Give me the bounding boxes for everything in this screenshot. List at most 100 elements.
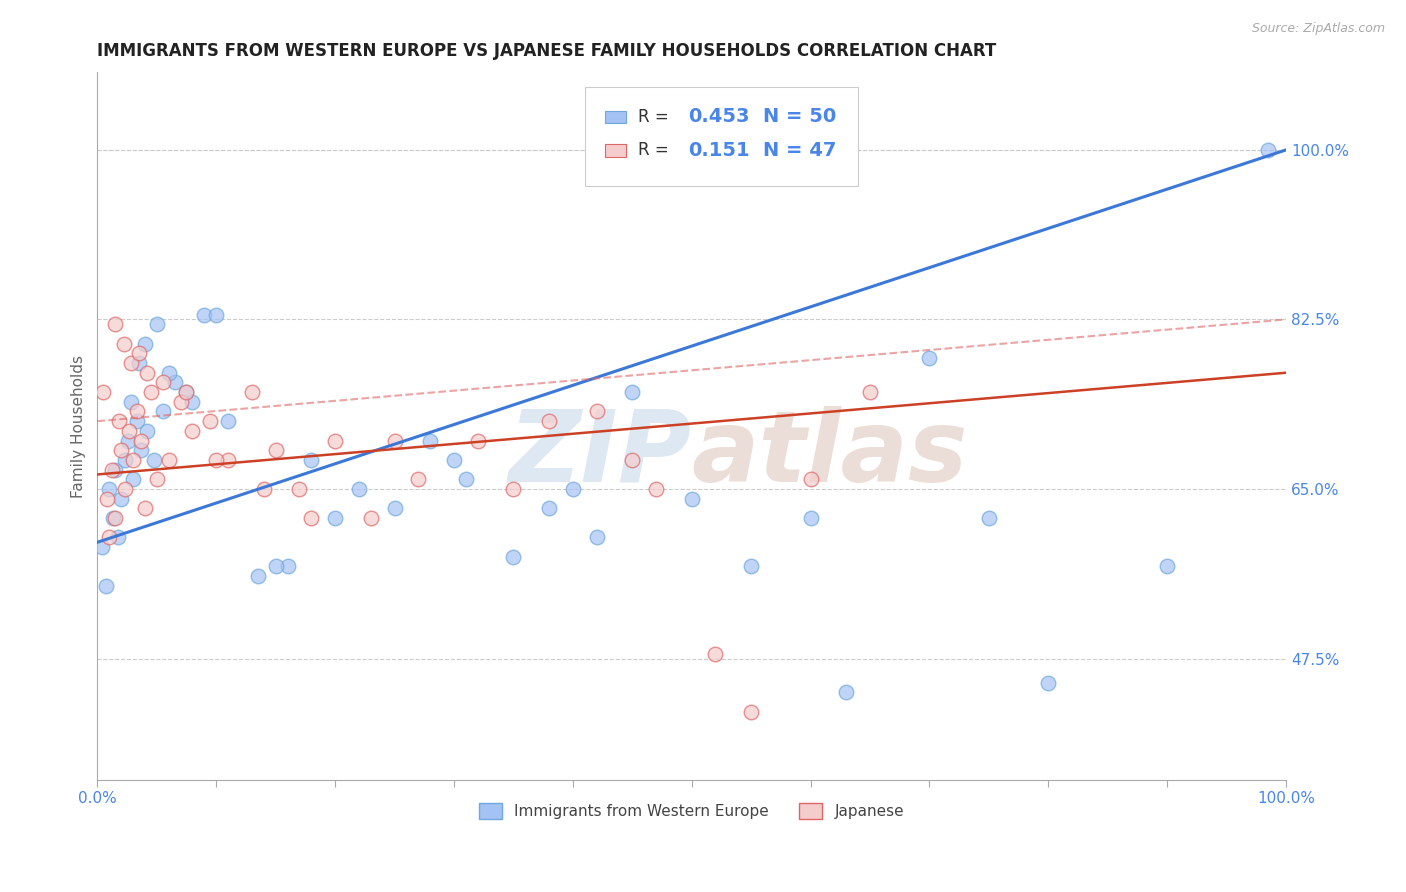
Point [323, 434, 346, 448]
Point [621, 453, 644, 467]
Point [112, 336, 135, 351]
Point [134, 336, 156, 351]
Text: R =: R = [638, 141, 679, 159]
Point [277, 559, 299, 574]
Point [114, 482, 136, 496]
Point [110, 443, 132, 458]
Point [1156, 559, 1178, 574]
Point [139, 385, 162, 400]
Point [193, 308, 215, 322]
Point [122, 472, 145, 486]
Point [585, 530, 607, 544]
Point [740, 705, 762, 719]
Point [217, 414, 239, 428]
Point [181, 424, 204, 438]
Point [645, 482, 668, 496]
Point [835, 685, 858, 699]
Point [157, 453, 180, 467]
Point [323, 511, 346, 525]
Point [100, 462, 122, 476]
Point [537, 501, 560, 516]
Point [977, 511, 1000, 525]
Point [205, 308, 228, 322]
Point [176, 385, 198, 400]
Point [1038, 675, 1060, 690]
Point [120, 356, 142, 370]
Point [152, 376, 174, 390]
Point [107, 530, 129, 544]
Point [704, 647, 727, 661]
Point [176, 385, 198, 400]
Point [419, 434, 441, 448]
FancyBboxPatch shape [585, 87, 858, 186]
Point [107, 414, 129, 428]
Point [467, 434, 489, 448]
Text: Source: ZipAtlas.com: Source: ZipAtlas.com [1251, 22, 1385, 36]
Point [502, 549, 524, 564]
Point [200, 414, 222, 428]
Point [98, 482, 121, 496]
Point [561, 482, 583, 496]
Point [360, 511, 382, 525]
Point [681, 491, 703, 506]
Point [217, 453, 239, 467]
Point [101, 511, 124, 525]
Point [299, 511, 322, 525]
FancyBboxPatch shape [605, 111, 626, 123]
Point [146, 472, 169, 486]
Point [163, 376, 186, 390]
Point [181, 394, 204, 409]
Point [152, 404, 174, 418]
Point [157, 366, 180, 380]
Point [131, 434, 153, 448]
FancyBboxPatch shape [605, 144, 626, 157]
Point [104, 318, 127, 332]
Point [146, 318, 169, 332]
Point [131, 443, 153, 458]
Point [91, 385, 114, 400]
Text: R =: R = [638, 108, 673, 126]
Point [134, 501, 156, 516]
Point [128, 356, 150, 370]
Point [1257, 143, 1279, 157]
Point [120, 394, 142, 409]
Point [104, 462, 127, 476]
Point [114, 453, 136, 467]
Legend: Immigrants from Western Europe, Japanese: Immigrants from Western Europe, Japanese [472, 797, 910, 825]
Point [443, 453, 465, 467]
Point [240, 385, 263, 400]
Point [537, 414, 560, 428]
Point [136, 366, 159, 380]
Point [246, 569, 269, 583]
Text: atlas: atlas [692, 406, 969, 503]
Point [128, 346, 150, 360]
Y-axis label: Family Households: Family Households [72, 354, 86, 498]
Point [621, 385, 644, 400]
Point [96, 491, 118, 506]
Point [264, 559, 287, 574]
Point [205, 453, 228, 467]
Point [384, 434, 406, 448]
Point [94, 579, 117, 593]
Point [91, 540, 114, 554]
Point [585, 404, 607, 418]
Text: N = 47: N = 47 [763, 141, 837, 160]
Point [125, 404, 148, 418]
Point [740, 559, 762, 574]
Point [143, 453, 166, 467]
Point [502, 482, 524, 496]
Point [136, 424, 159, 438]
Point [299, 453, 322, 467]
Point [799, 511, 821, 525]
Point [406, 472, 429, 486]
Point [118, 424, 141, 438]
Point [169, 394, 191, 409]
Point [918, 351, 941, 366]
Point [110, 491, 132, 506]
Point [288, 482, 311, 496]
Point [104, 511, 127, 525]
Text: ZIP: ZIP [509, 406, 692, 503]
Point [859, 385, 882, 400]
Point [125, 414, 148, 428]
Point [799, 472, 821, 486]
